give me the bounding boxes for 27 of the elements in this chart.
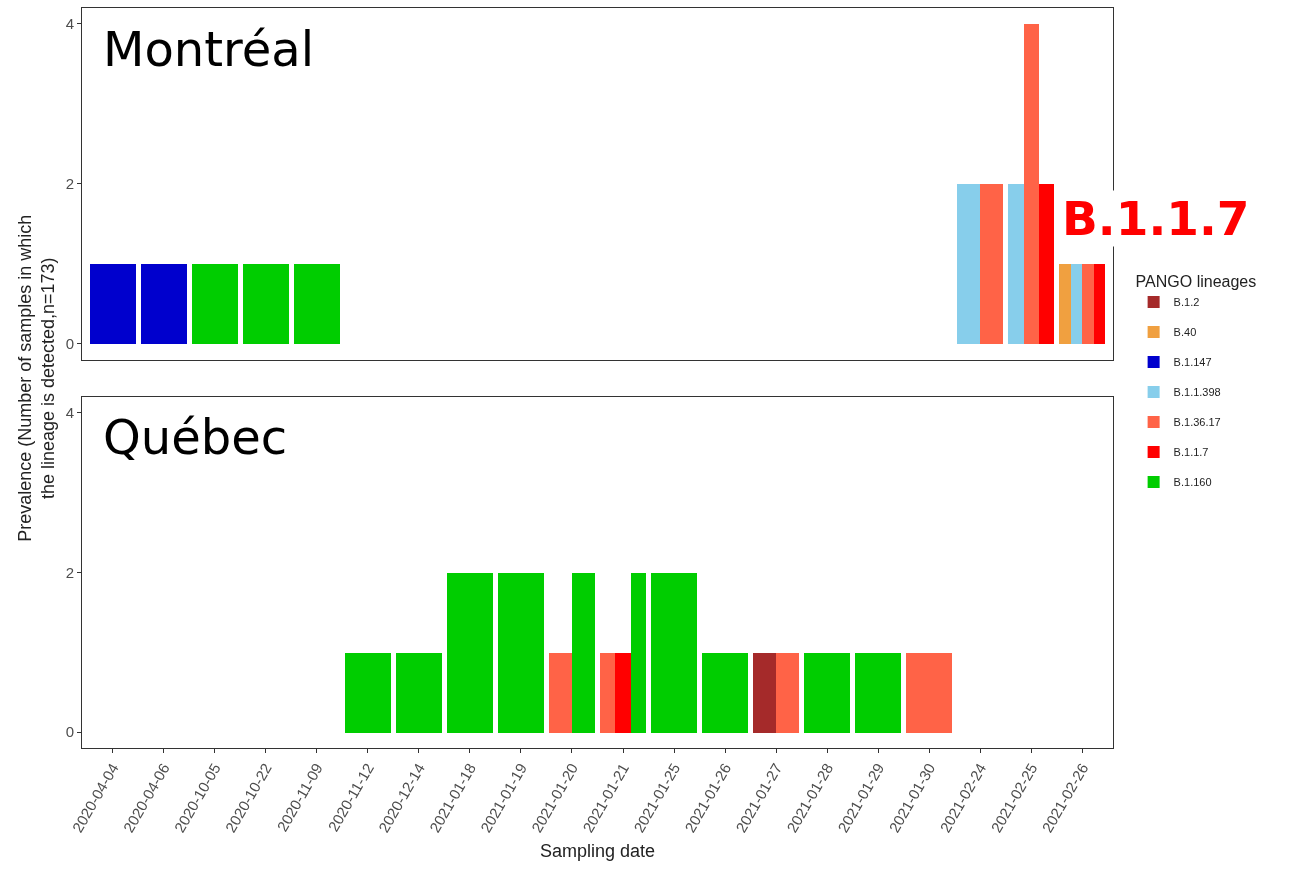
legend-label: B.40 — [1173, 326, 1197, 339]
y-tick-label: 2 — [65, 563, 74, 581]
y-tick-label: 4 — [65, 15, 74, 33]
bar — [294, 264, 340, 344]
y-tick-label: 4 — [65, 403, 74, 421]
bar — [243, 264, 289, 344]
bar — [192, 264, 238, 344]
x-axis-title: Sampling date — [539, 841, 656, 862]
y-axis-title: Prevalence (Number of samples in which the lineage is detected,n=173) — [14, 214, 59, 542]
legend-label: B.1.1.398 — [1173, 386, 1221, 399]
y-tick-label: 0 — [65, 723, 74, 741]
legend-label: B.1.147 — [1173, 356, 1212, 369]
legend-label: B.1.36.17 — [1173, 416, 1221, 429]
chart-title: Montréal — [103, 21, 314, 77]
bar — [1039, 184, 1054, 344]
y-tick-label: 2 — [65, 175, 74, 192]
legend-title: PANGO lineages — [1135, 273, 1257, 291]
bar — [1094, 264, 1105, 344]
legend-label: B.1.1.7 — [1173, 446, 1209, 459]
bar — [90, 264, 136, 344]
bar — [1059, 264, 1071, 344]
legend-label: B.1.2 — [1173, 296, 1200, 309]
legend-label: B.1.160 — [1173, 476, 1212, 489]
y-tick-label: 0 — [65, 334, 74, 352]
bar — [141, 264, 187, 344]
annotation: B.1.1.7 — [1062, 191, 1250, 246]
chart-title: Québec — [103, 409, 288, 465]
